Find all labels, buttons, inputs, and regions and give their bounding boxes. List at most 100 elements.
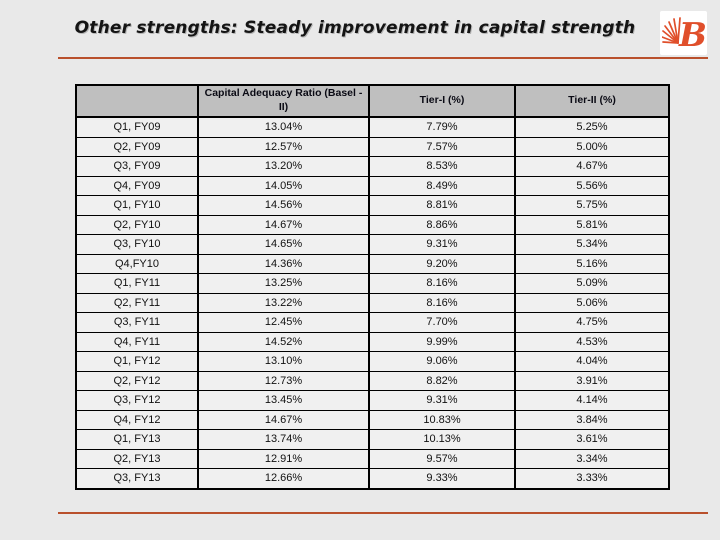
value-cell: 3.34% — [514, 448, 670, 469]
value-cell: 9.06% — [368, 351, 516, 372]
table-row: Q3, FY13 12.66% 9.33% 3.33% — [75, 468, 670, 489]
value-cell: 8.82% — [368, 370, 516, 391]
value-cell: 5.56% — [514, 175, 670, 196]
value-cell: 5.16% — [514, 253, 670, 274]
quarter-label-cell: Q3, FY10 — [75, 234, 199, 255]
value-cell: 7.57% — [368, 136, 516, 157]
table-row: Q4, FY09 14.05% 8.49% 5.56% — [75, 175, 670, 196]
value-cell: 14.67% — [197, 214, 370, 235]
quarter-label-cell: Q1, FY12 — [75, 351, 199, 372]
quarter-label-cell: Q3, FY11 — [75, 312, 199, 333]
column-header-cell: Capital Adequacy Ratio (Basel -II) — [197, 84, 370, 118]
quarter-label-cell: Q4, FY11 — [75, 331, 199, 352]
value-cell: 9.33% — [368, 468, 516, 489]
table-row: Q1, FY13 13.74% 10.13% 3.61% — [75, 429, 670, 450]
quarter-label-cell: Q2, FY13 — [75, 448, 199, 469]
value-cell: 14.67% — [197, 409, 370, 430]
table-row: Q3, FY11 12.45% 7.70% 4.75% — [75, 312, 670, 333]
table-header-row: Capital Adequacy Ratio (Basel -II) Tier-I… — [75, 84, 670, 118]
value-cell: 3.61% — [514, 429, 670, 450]
table-row: Q3, FY10 14.65% 9.31% 5.34% — [75, 234, 670, 255]
value-cell: 3.33% — [514, 468, 670, 489]
quarter-label-cell: Q3, FY12 — [75, 390, 199, 411]
value-cell: 5.81% — [514, 214, 670, 235]
bank-of-baroda-sun-icon: B — [662, 15, 705, 53]
table-row: Q2, FY09 12.57% 7.57% 5.00% — [75, 136, 670, 157]
value-cell: 13.74% — [197, 429, 370, 450]
capital-adequacy-table: Capital Adequacy Ratio (Basel -II) Tier-I… — [75, 84, 670, 490]
quarter-label-cell: Q2, FY11 — [75, 292, 199, 313]
table-row: Q1, FY09 13.04% 7.79% 5.25% — [75, 116, 670, 138]
value-cell: 8.49% — [368, 175, 516, 196]
value-cell: 3.84% — [514, 409, 670, 430]
table-row: Q1, FY12 13.10% 9.06% 4.04% — [75, 351, 670, 372]
corner-header-cell — [75, 84, 199, 118]
value-cell: 9.31% — [368, 234, 516, 255]
value-cell: 5.75% — [514, 195, 670, 216]
value-cell: 13.25% — [197, 273, 370, 294]
value-cell: 3.91% — [514, 370, 670, 391]
quarter-label-cell: Q2, FY10 — [75, 214, 199, 235]
value-cell: 13.10% — [197, 351, 370, 372]
value-cell: 5.00% — [514, 136, 670, 157]
value-cell: 4.14% — [514, 390, 670, 411]
value-cell: 12.57% — [197, 136, 370, 157]
table-row: Q2, FY10 14.67% 8.86% 5.81% — [75, 214, 670, 235]
value-cell: 4.67% — [514, 156, 670, 177]
quarter-label-cell: Q1, FY10 — [75, 195, 199, 216]
value-cell: 9.31% — [368, 390, 516, 411]
quarter-label-cell: Q1, FY13 — [75, 429, 199, 450]
value-cell: 10.83% — [368, 409, 516, 430]
value-cell: 9.57% — [368, 448, 516, 469]
quarter-label-cell: Q2, FY12 — [75, 370, 199, 391]
value-cell: 7.70% — [368, 312, 516, 333]
quarter-label-cell: Q4, FY12 — [75, 409, 199, 430]
value-cell: 9.99% — [368, 331, 516, 352]
title-divider-line — [58, 57, 708, 59]
slide-title: Other strengths: Steady improvement in c… — [74, 18, 636, 38]
value-cell: 8.86% — [368, 214, 516, 235]
value-cell: 4.53% — [514, 331, 670, 352]
table-row: Q2, FY13 12.91% 9.57% 3.34% — [75, 448, 670, 469]
value-cell: 4.04% — [514, 351, 670, 372]
quarter-label-cell: Q3, FY13 — [75, 468, 199, 489]
column-header-cell: Tier-I (%) — [368, 84, 516, 118]
value-cell: 13.22% — [197, 292, 370, 313]
quarter-label-cell: Q1, FY09 — [75, 116, 199, 138]
value-cell: 12.73% — [197, 370, 370, 391]
footer-line — [58, 512, 708, 514]
value-cell: 12.91% — [197, 448, 370, 469]
quarter-label-cell: Q1, FY11 — [75, 273, 199, 294]
value-cell: 13.20% — [197, 156, 370, 177]
table-row: Q3, FY12 13.45% 9.31% 4.14% — [75, 390, 670, 411]
value-cell: 14.56% — [197, 195, 370, 216]
value-cell: 9.20% — [368, 253, 516, 274]
quarter-label-cell: Q4,FY10 — [75, 253, 199, 274]
quarter-label-cell: Q3, FY09 — [75, 156, 199, 177]
value-cell: 14.05% — [197, 175, 370, 196]
table-row: Q1, FY10 14.56% 8.81% 5.75% — [75, 195, 670, 216]
quarter-label-cell: Q2, FY09 — [75, 136, 199, 157]
value-cell: 13.45% — [197, 390, 370, 411]
table-row: Q4, FY12 14.67% 10.83% 3.84% — [75, 409, 670, 430]
value-cell: 10.13% — [368, 429, 516, 450]
value-cell: 5.06% — [514, 292, 670, 313]
value-cell: 7.79% — [368, 116, 516, 138]
table-row: Q3, FY09 13.20% 8.53% 4.67% — [75, 156, 670, 177]
svg-text:B: B — [678, 15, 705, 53]
value-cell: 8.53% — [368, 156, 516, 177]
column-header-cell: Tier-II (%) — [514, 84, 670, 118]
value-cell: 5.25% — [514, 116, 670, 138]
value-cell: 8.16% — [368, 273, 516, 294]
table-row: Q2, FY12 12.73% 8.82% 3.91% — [75, 370, 670, 391]
value-cell: 8.81% — [368, 195, 516, 216]
value-cell: 12.45% — [197, 312, 370, 333]
value-cell: 5.09% — [514, 273, 670, 294]
value-cell: 13.04% — [197, 116, 370, 138]
value-cell: 14.65% — [197, 234, 370, 255]
table-row: Q2, FY11 13.22% 8.16% 5.06% — [75, 292, 670, 313]
value-cell: 8.16% — [368, 292, 516, 313]
value-cell: 4.75% — [514, 312, 670, 333]
value-cell: 5.34% — [514, 234, 670, 255]
